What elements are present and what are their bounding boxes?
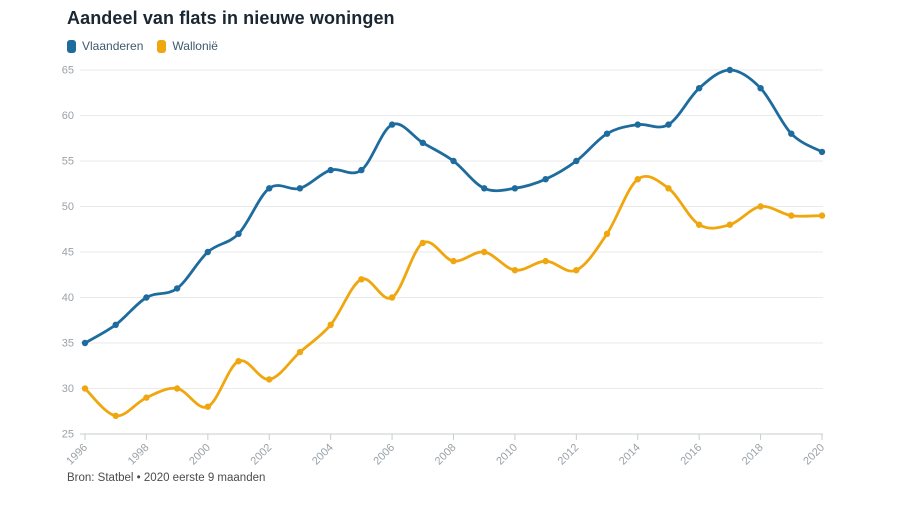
data-point-wallonie: [81, 385, 89, 392]
data-point-vlaanderen: [450, 157, 457, 165]
legend: Vlaanderen Wallonië: [67, 39, 218, 53]
data-point-wallonie: [757, 203, 764, 210]
data-point-vlaanderen: [235, 230, 242, 237]
x-axis-label: 2002: [249, 442, 275, 468]
data-point-vlaanderen: [665, 121, 672, 128]
y-axis-label: 55: [62, 156, 74, 168]
data-point-vlaanderen: [173, 285, 181, 292]
data-point-wallonie: [665, 185, 672, 192]
y-axis-label: 25: [62, 429, 74, 441]
x-axis-label: 2014: [617, 442, 643, 468]
x-axis-label: 2016: [678, 442, 704, 468]
y-axis-label: 50: [62, 201, 74, 213]
data-point-vlaanderen: [573, 157, 580, 165]
data-point-vlaanderen: [726, 66, 734, 74]
data-point-wallonie: [603, 230, 611, 237]
data-point-wallonie: [419, 239, 426, 247]
data-point-vlaanderen: [419, 139, 426, 146]
data-point-wallonie: [634, 176, 641, 183]
x-axis-label: 2006: [371, 442, 397, 468]
data-point-wallonie: [481, 248, 488, 256]
data-point-vlaanderen: [204, 248, 212, 256]
x-axis-label: 2008: [433, 442, 459, 468]
data-point-wallonie: [511, 267, 519, 274]
page-title: Aandeel van flats in nieuwe woningen: [67, 8, 395, 28]
data-point-wallonie: [358, 276, 365, 283]
data-point-wallonie: [450, 257, 457, 265]
data-point-vlaanderen: [818, 148, 826, 156]
x-axis-label: 1996: [64, 442, 90, 468]
x-axis-label: 2010: [494, 442, 520, 468]
legend-label-wallonie: Wallonië: [172, 39, 218, 53]
data-point-vlaanderen: [112, 321, 119, 328]
data-point-wallonie: [542, 257, 549, 265]
data-point-wallonie: [235, 358, 242, 365]
data-point-vlaanderen: [388, 121, 396, 128]
data-point-wallonie: [204, 403, 212, 410]
data-point-wallonie: [573, 267, 580, 274]
y-axis-label: 65: [62, 65, 74, 77]
legend-swatch-vlaanderen-icon: [67, 39, 76, 53]
y-axis-label: 40: [62, 292, 74, 304]
data-point-wallonie: [695, 221, 703, 228]
data-point-wallonie: [327, 321, 334, 328]
x-axis-label: 2012: [556, 442, 582, 468]
data-point-wallonie: [788, 212, 795, 219]
data-point-wallonie: [388, 294, 396, 301]
data-point-vlaanderen: [542, 176, 549, 183]
x-axis-label: 2018: [740, 442, 766, 468]
x-axis-label: 2000: [187, 442, 213, 468]
data-point-vlaanderen: [788, 130, 795, 137]
data-point-vlaanderen: [511, 185, 519, 192]
data-point-vlaanderen: [296, 185, 304, 192]
data-point-vlaanderen: [603, 130, 611, 137]
data-point-vlaanderen: [634, 121, 641, 128]
legend-label-vlaanderen: Vlaanderen: [82, 39, 144, 53]
legend-swatch-wallonie-icon: [157, 39, 167, 53]
data-point-vlaanderen: [143, 294, 150, 301]
data-point-wallonie: [173, 385, 181, 392]
data-point-wallonie: [112, 412, 119, 419]
x-axis-label: 2004: [310, 442, 336, 468]
data-point-wallonie: [726, 221, 734, 228]
data-point-wallonie: [143, 394, 150, 401]
data-point-vlaanderen: [327, 166, 334, 174]
data-point-vlaanderen: [81, 339, 89, 347]
data-point-vlaanderen: [358, 166, 365, 174]
y-axis-label: 35: [62, 338, 74, 350]
data-point-vlaanderen: [757, 85, 764, 92]
data-point-vlaanderen: [695, 85, 703, 92]
x-axis-label: 1998: [126, 442, 152, 468]
legend-item-wallonie[interactable]: Wallonië: [157, 39, 218, 53]
y-axis-label: 60: [62, 110, 74, 122]
source-note: Bron: Statbel • 2020 eerste 9 maanden: [67, 472, 266, 484]
y-axis-label: 30: [62, 383, 74, 395]
series-line-wallonie: [83, 174, 824, 418]
x-axis-label: 2020: [801, 442, 827, 468]
y-axis-label: 45: [62, 247, 74, 259]
data-point-vlaanderen: [481, 185, 488, 192]
legend-item-vlaanderen[interactable]: Vlaanderen: [67, 39, 143, 53]
data-point-wallonie: [818, 212, 826, 219]
data-point-vlaanderen: [266, 185, 273, 192]
data-point-wallonie: [296, 348, 304, 356]
data-point-wallonie: [266, 376, 273, 383]
